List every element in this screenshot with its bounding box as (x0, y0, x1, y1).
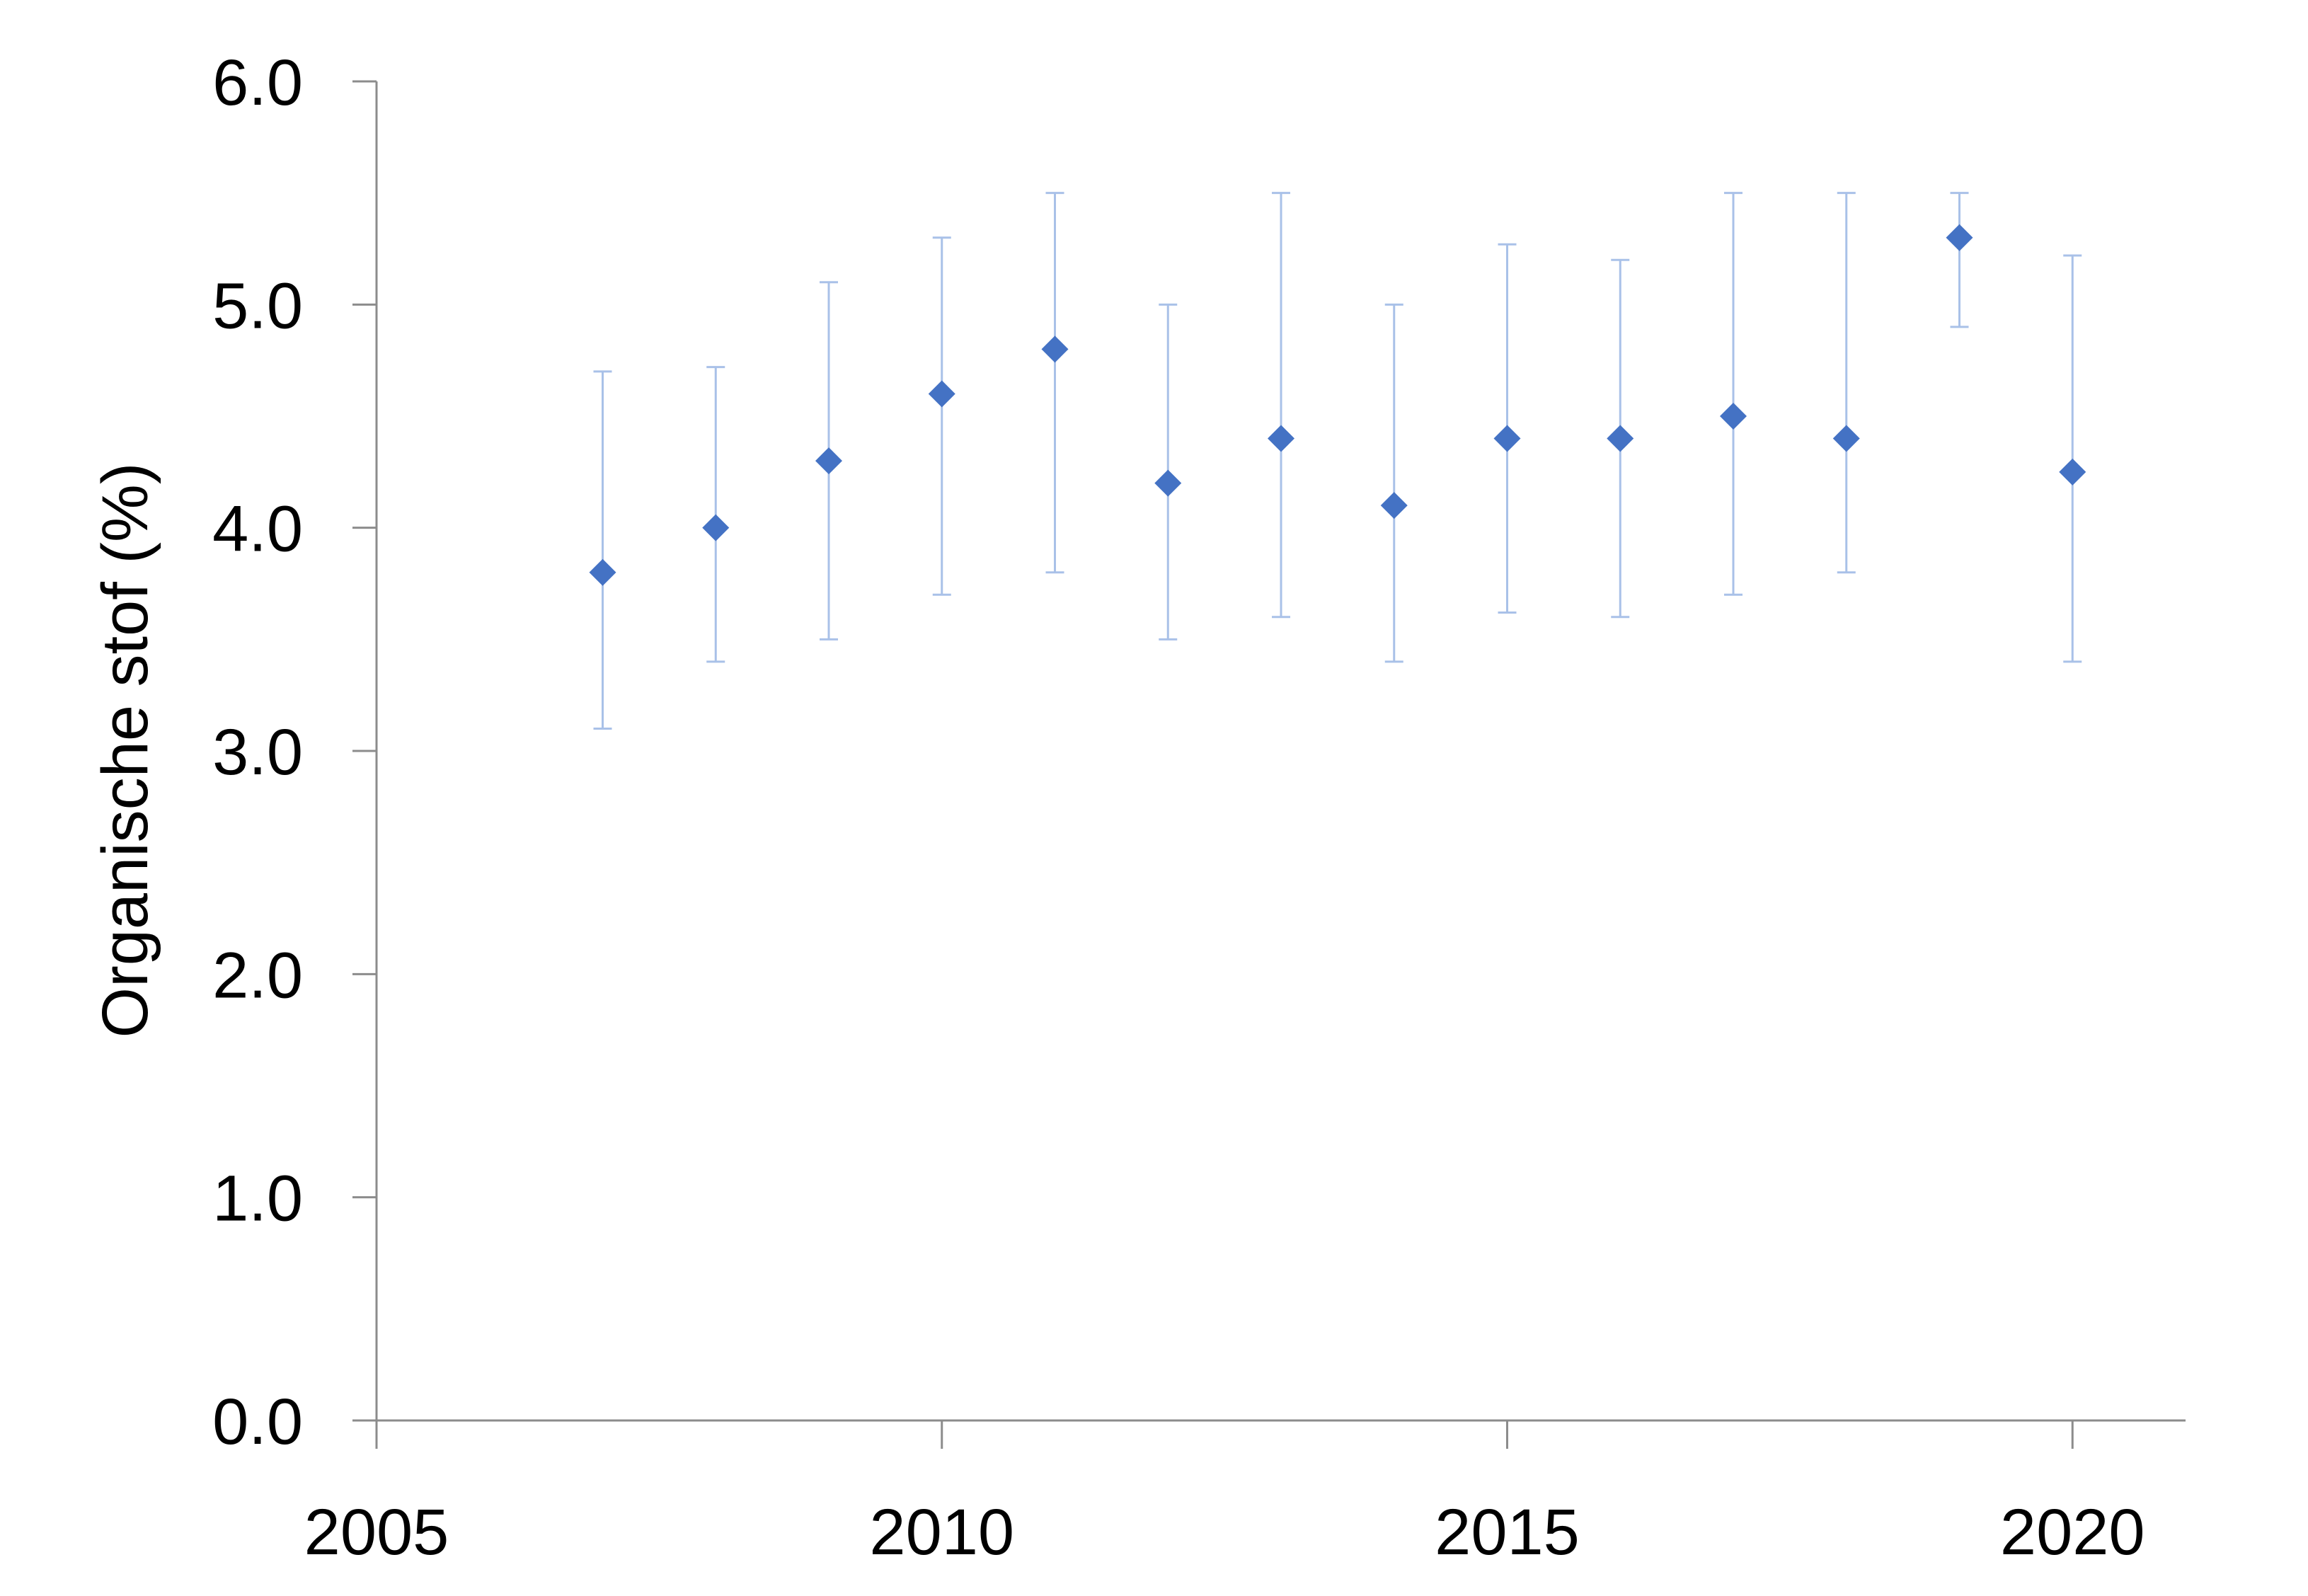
error-bar (1724, 192, 1743, 596)
x-tick-label: 2005 (304, 1496, 449, 1568)
y-tick-label: 2.0 (212, 939, 303, 1011)
y-tick-label: 4.0 (212, 493, 303, 566)
data-point-diamond (1380, 492, 1408, 519)
data-point-diamond (1493, 425, 1521, 452)
x-tick-label: 2020 (2000, 1496, 2145, 1568)
data-point-diamond (928, 380, 955, 408)
error-bar (1950, 192, 1969, 328)
data-markers (589, 224, 2086, 586)
data-point-diamond (815, 447, 842, 475)
error-bar (593, 370, 612, 730)
data-point-diamond (1607, 425, 1634, 452)
x-tick-label: 2010 (869, 1496, 1014, 1568)
error-bar (1045, 192, 1064, 574)
error-bar (1272, 192, 1290, 619)
data-point-diamond (1154, 469, 1182, 497)
data-point-diamond (1041, 335, 1069, 363)
y-axis-title: Organische stof (%) (89, 463, 161, 1038)
data-point-diamond (1720, 403, 1747, 430)
x-tick-label: 2015 (1435, 1496, 1580, 1568)
y-tick-label: 6.0 (212, 47, 303, 119)
data-point-diamond (1268, 425, 1294, 452)
y-tick-label: 5.0 (212, 270, 303, 342)
error-bar (1837, 192, 1856, 574)
y-tick-label: 1.0 (212, 1163, 303, 1235)
y-tick-label: 0.0 (212, 1386, 303, 1458)
data-point-diamond (1832, 425, 1860, 452)
data-point-diamond (2059, 458, 2086, 486)
data-point-diamond (702, 514, 730, 541)
data-point-diamond (1946, 224, 1973, 251)
error-bar (932, 236, 951, 596)
y-tick-label: 3.0 (212, 716, 303, 788)
error-bar (1384, 303, 1403, 663)
x-tick-labels: 2005 2010 2015 2020 (304, 1496, 2145, 1568)
data-point-diamond (589, 558, 616, 586)
tick-marks (352, 80, 2074, 1449)
y-tick-labels: 0.0 1.0 2.0 3.0 4.0 5.0 6.0 (212, 47, 303, 1458)
